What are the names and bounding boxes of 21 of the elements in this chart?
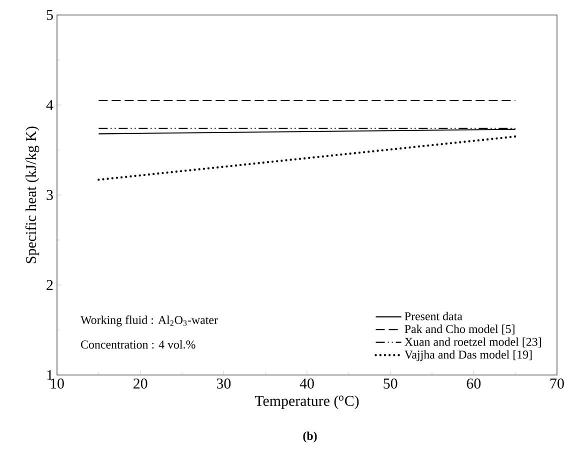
y-tick-label: 4: [46, 100, 54, 110]
x-tick-label: 30: [216, 378, 231, 389]
legend-label: Xuan and roetzel model [23]: [404, 337, 541, 348]
text: (b): [303, 432, 317, 442]
y-tick-label: 1: [47, 370, 53, 380]
x-tick-label: 50: [384, 378, 398, 389]
x-tick-label: 10: [50, 378, 64, 389]
annotation: Concentration : 4 vol.%: [81, 340, 196, 349]
y-tick-label: 2: [46, 280, 53, 290]
legend-label: Present data: [404, 312, 462, 320]
legend-label: Vajjha and Das model [19]: [404, 350, 532, 362]
x-tick-label: 20: [134, 378, 148, 389]
y-tick-label: 3: [46, 190, 53, 200]
legend-label: Pak and Cho model [5]: [404, 324, 514, 335]
y-tick-label: 5: [46, 10, 53, 20]
x-tick-label: 40: [300, 378, 314, 389]
x-tick-label: 60: [466, 378, 481, 389]
x-axis-title: Temperature ($^{o}$C): [254, 395, 359, 409]
y-axis-title: Specific heat (kJ/kg K): [25, 126, 40, 264]
x-tick-label: 70: [550, 378, 564, 389]
annotation: Working fluid : Al$_{2}$O$_{3}$-water: [80, 316, 218, 326]
